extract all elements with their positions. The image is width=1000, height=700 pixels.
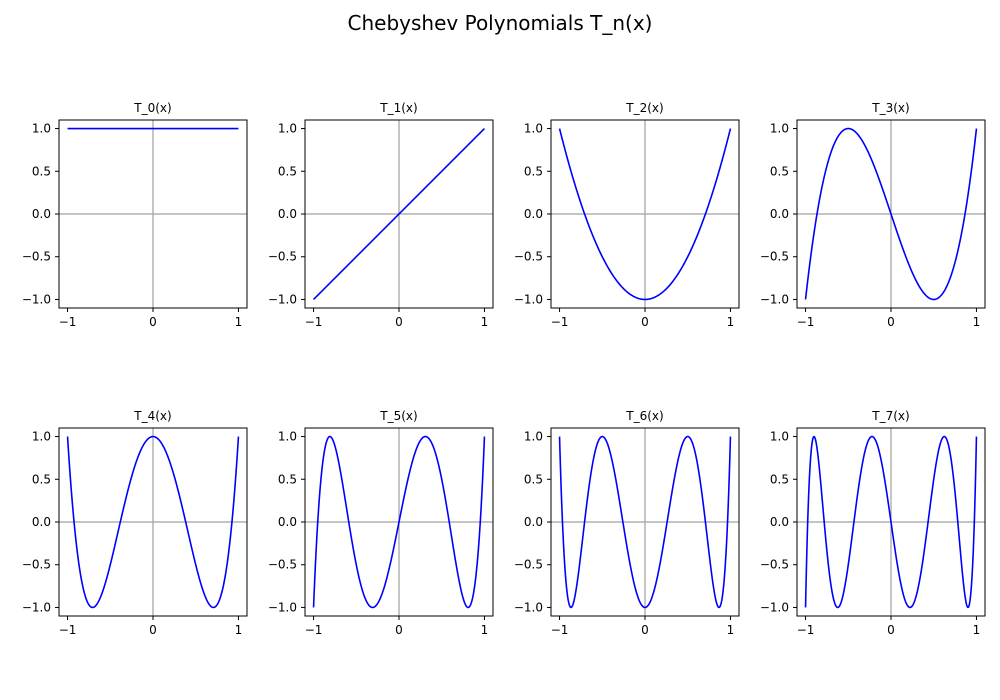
subplot-title: T_5(x) [379,409,417,423]
x-tick-label: 1 [235,623,243,637]
y-tick-label: 1.0 [32,122,51,136]
series-line-T_6(x) [558,435,732,609]
x-tick-label: −1 [305,315,323,329]
subplot-grid: T_0(x) −1 0 1 −1.0 −0.5 0.0 0.5 1.0 T_1(x) −1 0 1 −1.… [22,101,986,637]
y-tick-label: −1.0 [760,600,789,614]
y-tick-label: 1.0 [278,122,297,136]
y-tick-label: −0.5 [514,558,543,572]
y-tick-label: 0.5 [32,164,51,178]
x-tick-label: −1 [797,623,815,637]
y-tick-label: −1.0 [22,600,51,614]
series-line-T_7(x) [804,435,978,609]
x-tick-label: 0 [149,623,157,637]
x-tick-label: 0 [395,623,403,637]
y-tick-label: −1.0 [760,292,789,306]
series-line-T_1(x) [312,127,486,301]
y-tick-label: 0.0 [278,207,297,221]
y-tick-label: 0.0 [524,515,543,529]
y-tick-label: −0.5 [22,250,51,264]
y-tick-label: −1.0 [514,600,543,614]
subplot-title: T_3(x) [871,101,909,115]
x-tick-label: 0 [641,623,649,637]
y-tick-label: 1.0 [524,430,543,444]
y-tick-label: 0.0 [770,207,789,221]
x-tick-label: 1 [727,623,735,637]
y-tick-label: −1.0 [268,600,297,614]
y-tick-label: −0.5 [514,250,543,264]
y-tick-label: 0.0 [278,515,297,529]
subplot-title: T_1(x) [379,101,417,115]
x-tick-label: 1 [973,623,981,637]
y-tick-label: −1.0 [22,292,51,306]
y-tick-label: 0.5 [524,164,543,178]
x-tick-label: 1 [481,315,489,329]
subplot-title: T_2(x) [625,101,663,115]
x-tick-label: 0 [887,315,895,329]
x-tick-label: −1 [797,315,815,329]
y-tick-label: −1.0 [514,292,543,306]
x-tick-label: 0 [641,315,649,329]
x-tick-label: −1 [59,315,77,329]
y-tick-label: −0.5 [760,558,789,572]
y-tick-label: −0.5 [760,250,789,264]
subplot-T_6(x): T_6(x) −1 0 1 −1.0 −0.5 0.0 0.5 1.0 [514,409,740,637]
x-tick-label: 0 [149,315,157,329]
subplot-title: T_4(x) [133,409,171,423]
y-tick-label: 0.5 [278,472,297,486]
chart-title: Chebyshev Polynomials T_n(x) [348,11,653,35]
subplot-T_3(x): T_3(x) −1 0 1 −1.0 −0.5 0.0 0.5 1.0 [760,101,986,329]
y-tick-label: 0.0 [32,207,51,221]
x-tick-label: −1 [305,623,323,637]
x-tick-label: −1 [59,623,77,637]
x-tick-label: 1 [235,315,243,329]
series-line-T_3(x) [804,127,978,301]
y-tick-label: 0.0 [770,515,789,529]
x-tick-label: 1 [973,315,981,329]
y-tick-label: −0.5 [22,558,51,572]
series-line-T_2(x) [558,128,732,301]
y-tick-label: 1.0 [770,122,789,136]
y-tick-label: −0.5 [268,250,297,264]
subplot-T_5(x): T_5(x) −1 0 1 −1.0 −0.5 0.0 0.5 1.0 [268,409,494,637]
y-tick-label: 1.0 [770,430,789,444]
y-tick-label: 0.5 [524,472,543,486]
x-tick-label: 1 [481,623,489,637]
x-tick-label: 1 [727,315,735,329]
y-tick-label: 0.0 [32,515,51,529]
y-tick-label: −0.5 [268,558,297,572]
subplot-T_1(x): T_1(x) −1 0 1 −1.0 −0.5 0.0 0.5 1.0 [268,101,494,329]
subplot-T_2(x): T_2(x) −1 0 1 −1.0 −0.5 0.0 0.5 1.0 [514,101,740,329]
subplot-title: T_0(x) [133,101,171,115]
subplot-T_7(x): T_7(x) −1 0 1 −1.0 −0.5 0.0 0.5 1.0 [760,409,986,637]
y-tick-label: 1.0 [32,430,51,444]
y-tick-label: 0.0 [524,207,543,221]
subplot-title: T_7(x) [871,409,909,423]
y-tick-label: −1.0 [268,292,297,306]
y-tick-label: 0.5 [32,472,51,486]
subplot-T_4(x): T_4(x) −1 0 1 −1.0 −0.5 0.0 0.5 1.0 [22,409,248,637]
series-line-T_5(x) [312,435,486,609]
subplot-T_0(x): T_0(x) −1 0 1 −1.0 −0.5 0.0 0.5 1.0 [22,101,248,329]
y-tick-label: 0.5 [770,472,789,486]
x-tick-label: 0 [395,315,403,329]
series-line-T_4(x) [66,435,240,609]
x-tick-label: −1 [551,315,569,329]
x-tick-label: 0 [887,623,895,637]
y-tick-label: 1.0 [278,430,297,444]
y-tick-label: 0.5 [770,164,789,178]
y-tick-label: 0.5 [278,164,297,178]
y-tick-label: 1.0 [524,122,543,136]
subplot-title: T_6(x) [625,409,663,423]
x-tick-label: −1 [551,623,569,637]
